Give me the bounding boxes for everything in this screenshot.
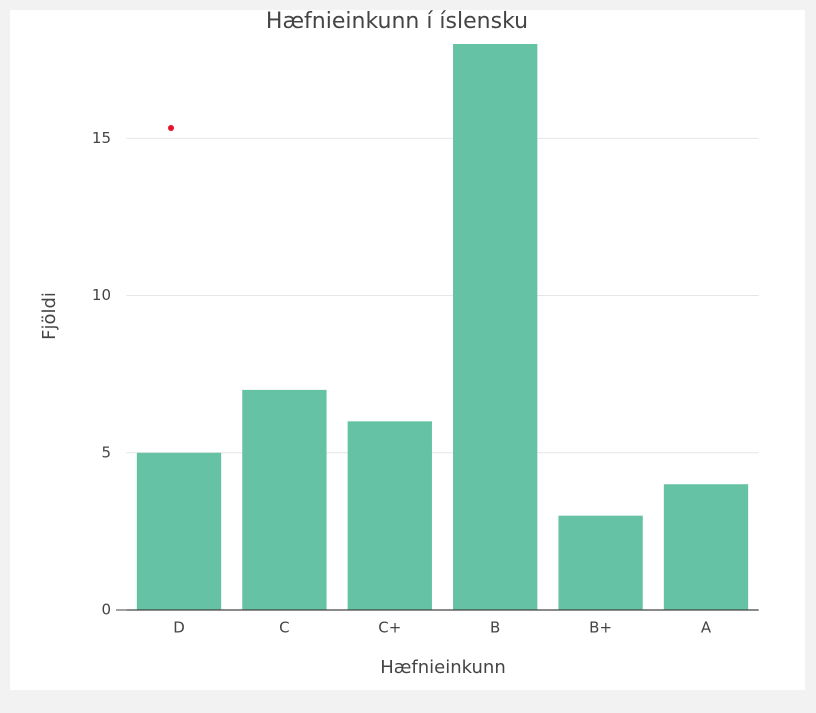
y-tick-label: 5: [101, 443, 111, 461]
x-tick-label: D: [173, 619, 185, 637]
x-tick-label: C+: [378, 619, 401, 637]
x-tick-label: B: [490, 619, 500, 637]
bar: [663, 484, 749, 610]
bar: [347, 421, 432, 610]
chart-title: Hæfnieinkunn í íslensku: [266, 9, 528, 34]
bar: [453, 44, 538, 610]
y-tick-label: 15: [92, 129, 111, 147]
x-tick-label: B+: [589, 619, 612, 637]
y-axis-title: Fjöldi: [39, 292, 60, 340]
bar: [558, 515, 643, 610]
y-tick-label: 10: [92, 286, 111, 304]
bar: [136, 452, 222, 610]
x-tick-label: A: [701, 619, 712, 637]
bar: [242, 389, 327, 610]
cursor-dot: [168, 125, 174, 131]
y-tick-label: 0: [101, 601, 111, 619]
x-tick-label: C: [279, 619, 289, 637]
x-axis-title: Hæfnieinkunn: [380, 657, 506, 678]
